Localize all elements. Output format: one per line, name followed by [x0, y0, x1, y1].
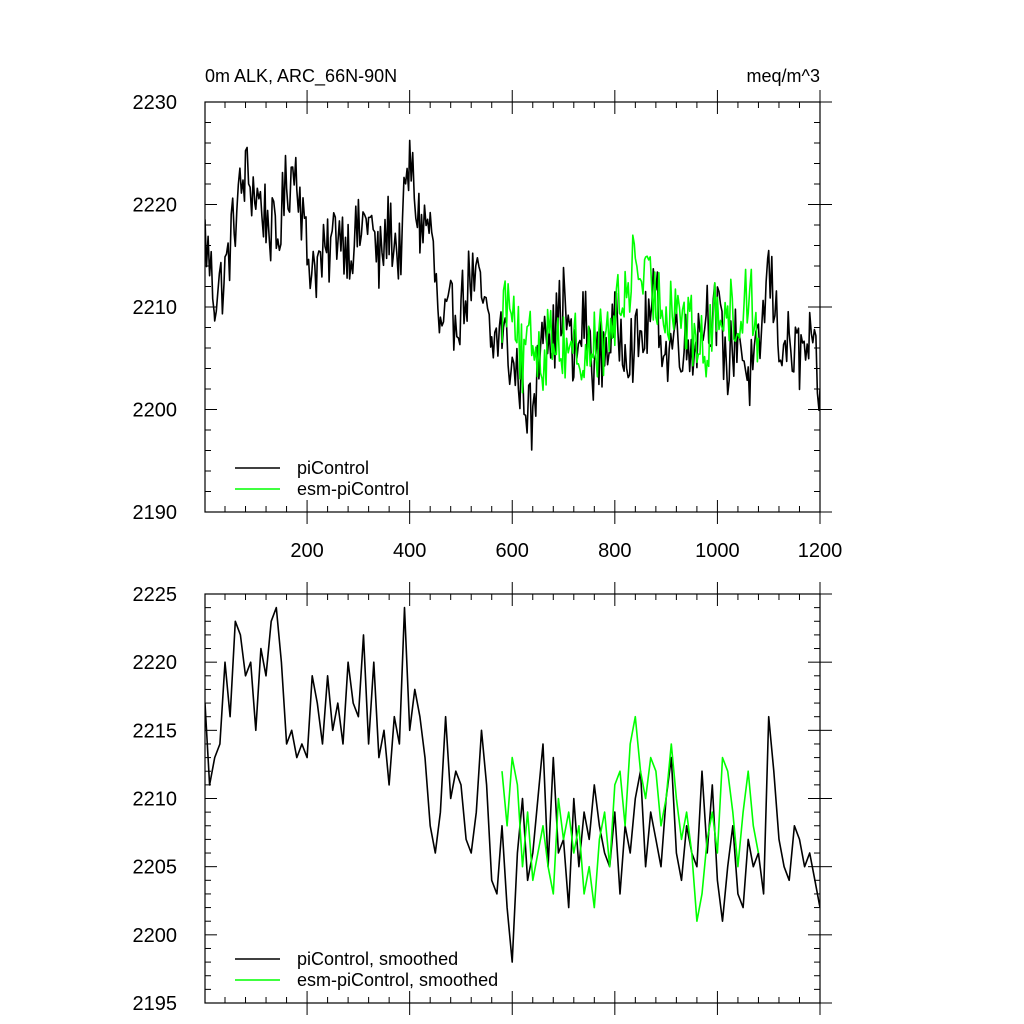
y-tick-label: 2200 — [133, 925, 178, 947]
chart-title: 0m ALK, ARC_66N-90N — [205, 66, 397, 87]
y-tick-label: 2220 — [133, 195, 178, 217]
series-line-picontrol — [205, 606, 820, 963]
x-tick-label: 400 — [393, 540, 426, 562]
x-tick-label: 600 — [496, 540, 529, 562]
x-tick-label: 200 — [290, 540, 323, 562]
y-tick-label: 2200 — [133, 400, 178, 422]
y-tick-label: 2215 — [133, 720, 178, 742]
y-tick-label: 2220 — [133, 652, 178, 674]
x-tick-label: 1200 — [798, 540, 843, 562]
units-label: meq/m^3 — [747, 66, 820, 86]
legend-label: esm-piControl, smoothed — [297, 970, 498, 990]
y-tick-label: 2195 — [133, 993, 178, 1015]
legend-label: piControl, smoothed — [297, 949, 458, 969]
series-line-esm-picontrol — [501, 715, 760, 923]
x-tick-label: 800 — [598, 540, 631, 562]
y-tick-label: 2190 — [133, 502, 178, 524]
y-tick-label: 2210 — [133, 789, 178, 811]
y-tick-label: 2205 — [133, 857, 178, 879]
series-line-esm-picontrol — [501, 234, 760, 394]
panel-2: 2195 2200 2205 2210 2215 2220 2225 piControl, s… — [133, 582, 832, 1015]
y-tick-label: 2230 — [133, 92, 178, 114]
legend-label: esm-piControl — [297, 479, 409, 499]
y-tick-label: 2225 — [133, 584, 178, 606]
legend-label: piControl — [297, 458, 369, 478]
series-line-picontrol — [205, 139, 820, 451]
panel-1: 2190 2200 2210 2220 2230 200 400 600 800 1000 1200… — [133, 66, 843, 562]
x-tick-label: 1000 — [695, 540, 740, 562]
y-tick-label: 2210 — [133, 297, 178, 319]
